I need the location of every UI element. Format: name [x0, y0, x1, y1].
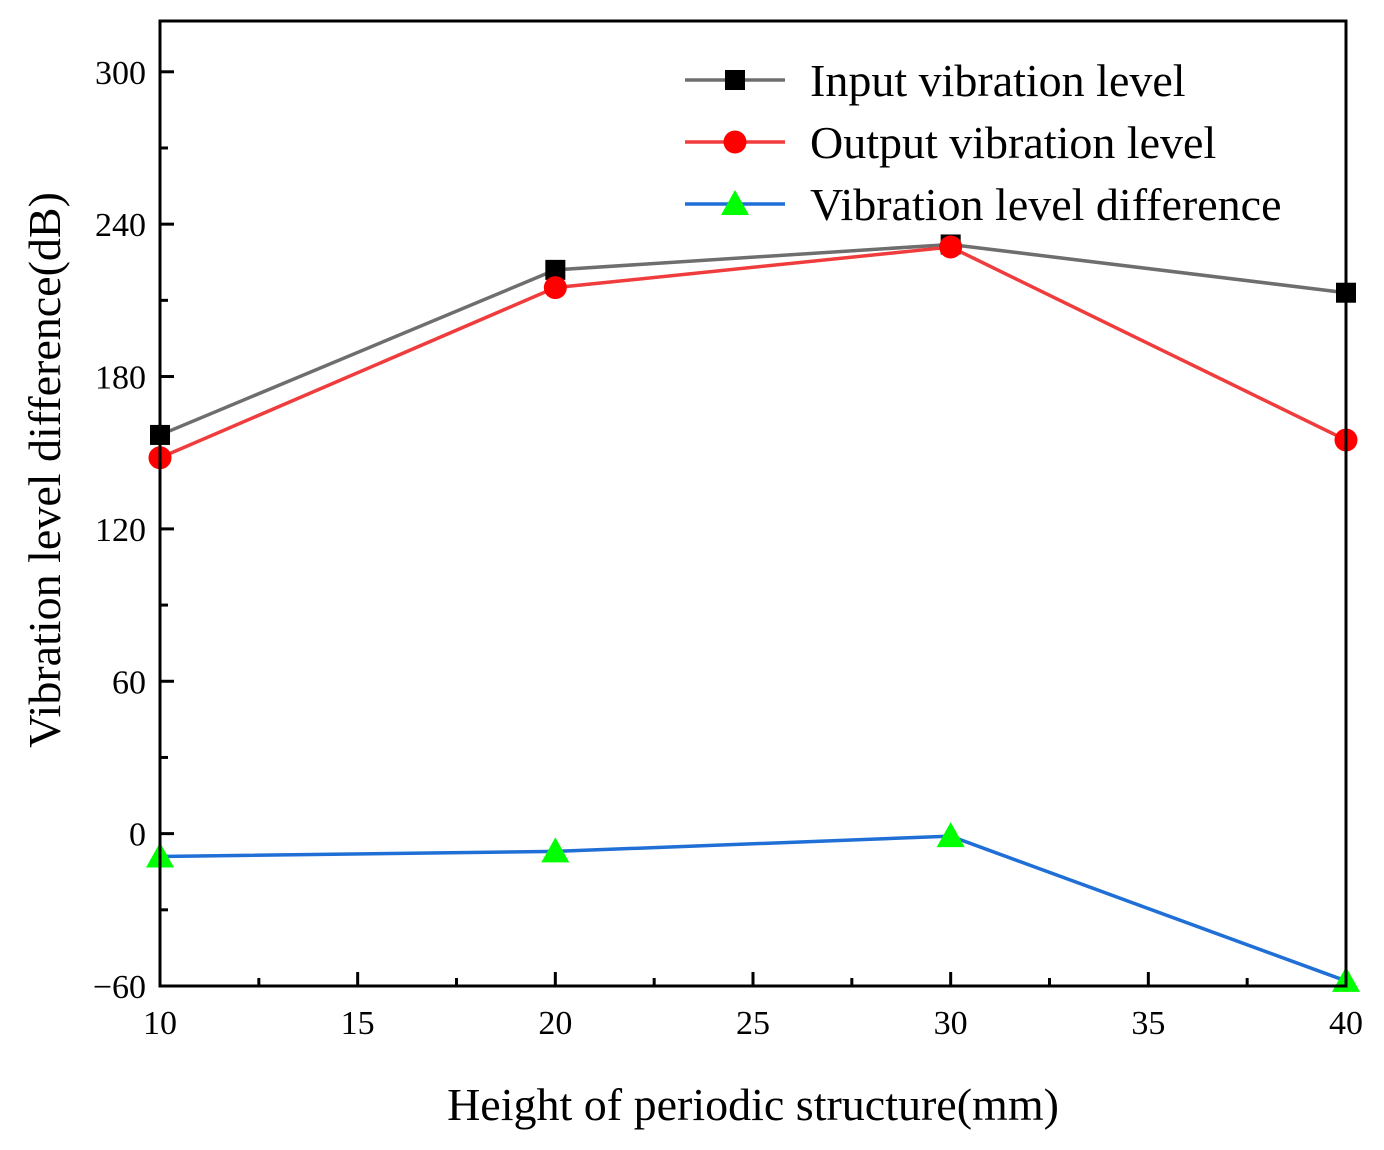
series-3 — [146, 822, 1360, 992]
legend-label: Input vibration level — [810, 55, 1186, 106]
plot-frame — [158, 19, 1348, 988]
series-line — [159, 834, 1347, 983]
data-point — [936, 822, 965, 848]
legend-item: Output vibration level — [685, 117, 1216, 168]
data-point — [543, 276, 567, 300]
y-tick-label: 300 — [95, 55, 146, 92]
data-point — [939, 235, 963, 259]
legend: Input vibration level Output vibration le… — [685, 55, 1282, 230]
series-2 — [148, 235, 1358, 470]
y-tick-label: 120 — [95, 512, 146, 549]
x-tick-label: 30 — [934, 1005, 968, 1042]
x-tick-label: 40 — [1329, 1005, 1363, 1042]
data-point — [541, 837, 570, 863]
x-axis-title: Height of periodic structure(mm) — [447, 1079, 1059, 1130]
y-tick-label: 240 — [95, 207, 146, 244]
y-tick-label: 180 — [95, 360, 146, 397]
legend-marker — [725, 70, 745, 90]
legend-label: Vibration level difference — [810, 179, 1282, 230]
x-tick-label: 15 — [341, 1005, 375, 1042]
series-line — [159, 242, 1347, 437]
x-tick-label: 20 — [538, 1005, 572, 1042]
legend-label: Output vibration level — [810, 117, 1216, 168]
legend-item: Input vibration level — [685, 55, 1186, 106]
x-tick-label: 35 — [1131, 1005, 1165, 1042]
y-tick-label: −60 — [93, 969, 146, 1006]
series-line — [159, 245, 1347, 460]
series-layer — [146, 234, 1360, 992]
legend-item: Vibration level difference — [685, 179, 1282, 230]
ticks-layer: 10 15 20 25 30 35 40 −60 0 60 120 180 240 300 — [93, 55, 1363, 1042]
data-point — [545, 259, 566, 280]
x-tick-label: 10 — [143, 1005, 177, 1042]
x-tick-label: 25 — [736, 1005, 770, 1042]
y-tick-label: 60 — [112, 664, 146, 701]
y-axis-title: Vibration level difference(dB) — [19, 192, 70, 748]
legend-marker — [721, 190, 749, 215]
y-tick-label: 0 — [129, 817, 146, 854]
legend-marker — [723, 130, 747, 154]
